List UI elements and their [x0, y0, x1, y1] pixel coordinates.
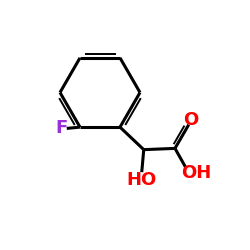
Text: O: O: [183, 111, 198, 129]
Text: F: F: [55, 120, 67, 138]
Text: HO: HO: [127, 171, 157, 189]
Text: OH: OH: [181, 164, 211, 182]
